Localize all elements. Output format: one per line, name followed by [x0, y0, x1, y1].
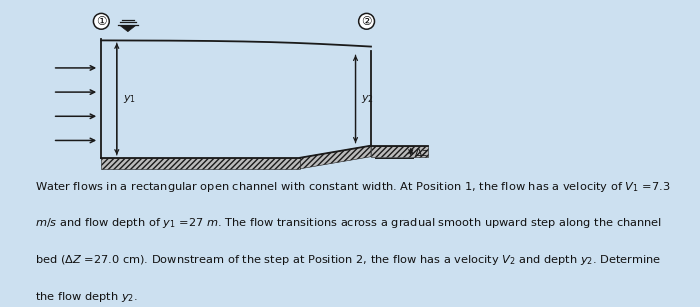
- Text: $y_2$: $y_2$: [360, 93, 374, 105]
- Text: $m/s$ and flow depth of $y_1$ =27 $m$. The flow transitions across a gradual smo: $m/s$ and flow depth of $y_1$ =27 $m$. T…: [35, 216, 662, 231]
- Text: Water flows in a rectangular open channel with constant width. At Position 1, th: Water flows in a rectangular open channe…: [35, 180, 671, 194]
- Text: bed ($\Delta Z$ =27.0 cm). Downstream of the step at Position 2, the flow has a : bed ($\Delta Z$ =27.0 cm). Downstream of…: [35, 253, 661, 267]
- Text: ②: ②: [361, 15, 372, 28]
- Text: ①: ①: [96, 15, 106, 28]
- Polygon shape: [300, 146, 371, 169]
- Text: $y_1$: $y_1$: [123, 93, 136, 105]
- Polygon shape: [120, 25, 136, 32]
- Text: $\Delta z$: $\Delta z$: [414, 146, 429, 158]
- Text: the flow depth $y_2$.: the flow depth $y_2$.: [35, 290, 137, 304]
